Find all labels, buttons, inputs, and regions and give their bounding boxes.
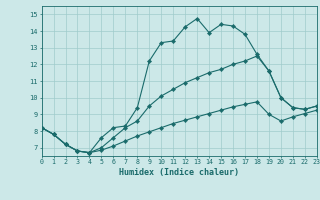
X-axis label: Humidex (Indice chaleur): Humidex (Indice chaleur) [119, 168, 239, 177]
